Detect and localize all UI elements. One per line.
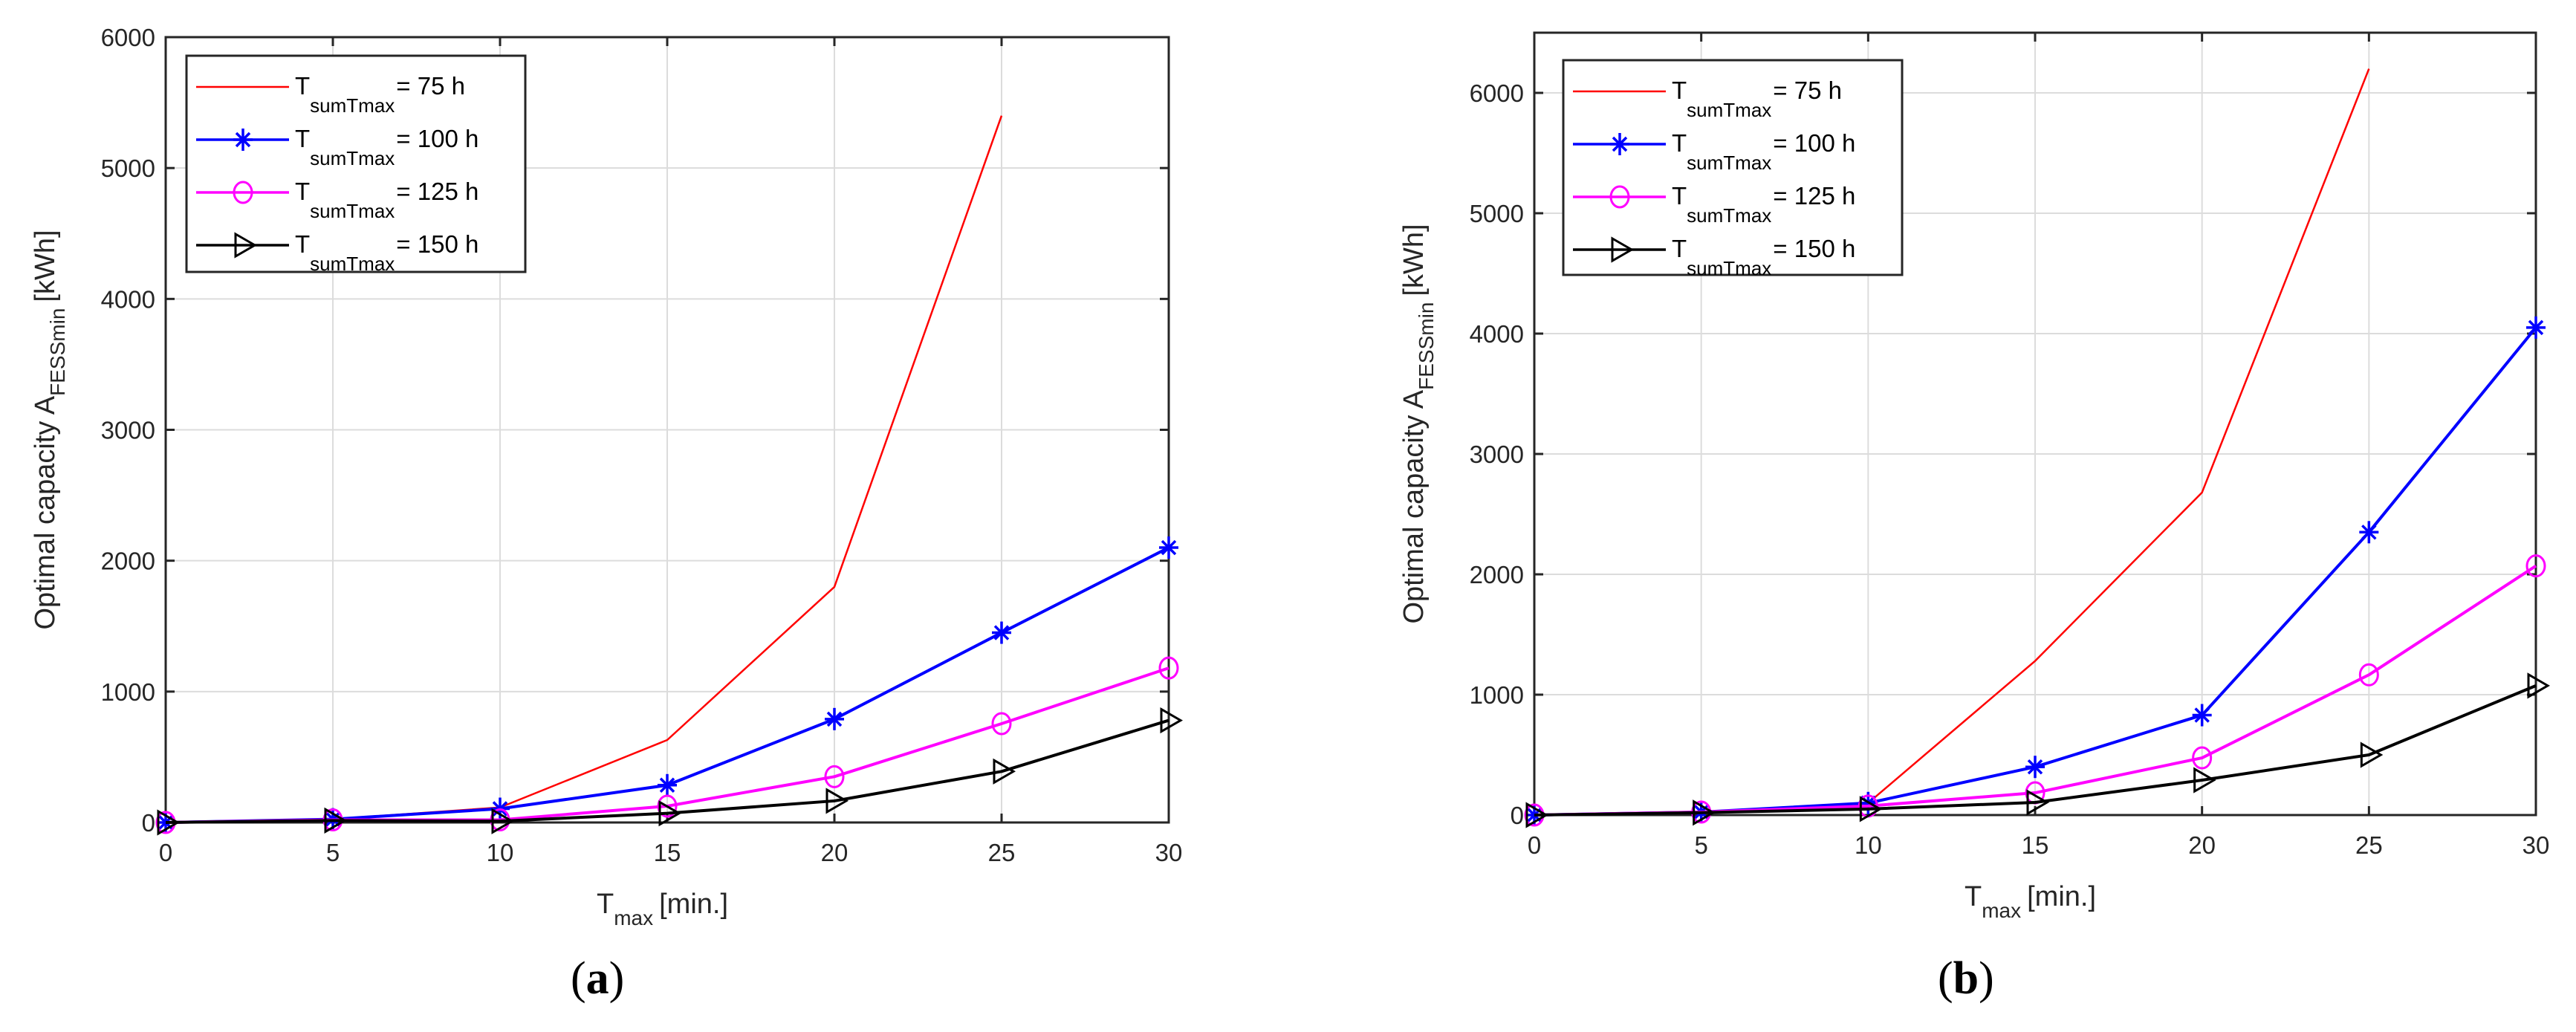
- x-tick-label: 15: [2022, 831, 2049, 859]
- y-tick-label: 1000: [101, 678, 155, 706]
- asterisk-marker: [1159, 536, 1178, 559]
- legend-box: [1562, 59, 1904, 276]
- series-line: [1534, 684, 2537, 817]
- y-tick-label: 6000: [1470, 79, 1524, 107]
- triangle-marker: [157, 809, 181, 836]
- x-tick-label: 20: [821, 839, 849, 866]
- legend-label: TsumTmax= 75 h: [295, 72, 465, 117]
- x-axis-label: Tmax [min.]: [1965, 881, 2096, 922]
- legend-label: TsumTmax= 150 h: [295, 230, 478, 275]
- legend-box: [185, 54, 527, 273]
- circle-marker: [2192, 746, 2213, 770]
- y-tick-label: 2000: [1470, 561, 1524, 588]
- caption-letter-b: b: [1953, 953, 1979, 1004]
- triangle-marker: [825, 788, 849, 814]
- x-tick-label: 0: [159, 839, 172, 866]
- caption-letter-a: a: [585, 953, 609, 1004]
- circle-marker: [991, 712, 1012, 736]
- asterisk-marker: [2359, 521, 2379, 544]
- circle-marker: [1609, 185, 1630, 209]
- caption-a: (a): [571, 953, 625, 1004]
- y-tick-label: 3000: [1470, 441, 1524, 468]
- x-tick-label: 5: [1694, 831, 1707, 859]
- triangle-marker: [1693, 799, 1716, 826]
- y-tick-label: 0: [1511, 802, 1524, 829]
- legend-label: TsumTmax= 100 h: [1672, 129, 1855, 174]
- circle-marker: [2525, 554, 2546, 578]
- asterisk-marker: [2526, 316, 2546, 339]
- legend-item: TsumTmax= 125 h: [196, 178, 478, 222]
- y-tick-label: 4000: [101, 285, 155, 313]
- triangle-marker: [658, 800, 682, 827]
- legend-label: TsumTmax= 125 h: [1672, 182, 1855, 227]
- legend-label: TsumTmax= 125 h: [295, 178, 478, 222]
- triangle-marker: [2527, 672, 2551, 699]
- asterisk-marker: [233, 129, 253, 151]
- series-line: [165, 718, 1169, 824]
- legend-item: TsumTmax= 100 h: [1573, 129, 1855, 174]
- circle-marker: [233, 181, 253, 204]
- series-3: [1525, 672, 2551, 828]
- asterisk-marker: [1610, 133, 1629, 155]
- asterisk-marker: [658, 773, 677, 796]
- y-axis-label: Optimal capacity AFESSmin[kWh]: [30, 230, 69, 629]
- x-tick-label: 10: [1855, 831, 1882, 859]
- y-tick-label: 1000: [1470, 681, 1524, 709]
- legend-item: TsumTmax= 75 h: [1573, 77, 1842, 121]
- y-tick-label: 5000: [101, 155, 155, 182]
- x-tick-label: 25: [2355, 831, 2383, 859]
- x-tick-label: 10: [487, 839, 514, 866]
- circle-marker: [824, 765, 845, 788]
- series-3: [157, 707, 1184, 836]
- legend-item: TsumTmax= 75 h: [196, 72, 465, 117]
- y-tick-label: 6000: [101, 24, 155, 51]
- x-tick-label: 15: [654, 839, 681, 866]
- y-tick-label: 3000: [101, 417, 155, 444]
- chart-panel-a: 0 5 10 15 20 25 30 0 1000 2000 3000 4000 5000 6000 Tma…: [30, 24, 1184, 1004]
- x-tick-label: 20: [2188, 831, 2216, 859]
- x-tick-label: 25: [988, 839, 1016, 866]
- asterisk-marker: [2025, 756, 2045, 779]
- triangle-marker: [1859, 796, 1883, 822]
- triangle-marker: [1611, 236, 1635, 263]
- legend: TsumTmax= 75 h TsumTmax= 100 h TsumTmax= 1…: [185, 54, 527, 275]
- asterisk-marker: [825, 707, 844, 730]
- triangle-marker: [1160, 707, 1184, 734]
- line-chart-b: 0 5 10 15 20 25 30 0 1000 2000 3000 4000 5000 6000 Tma…: [1398, 31, 2551, 922]
- circle-marker: [657, 794, 678, 818]
- asterisk-marker: [2192, 704, 2212, 727]
- triangle-marker: [1525, 802, 1549, 828]
- y-tick-label: 5000: [1470, 200, 1524, 227]
- y-tick-label: 0: [142, 809, 155, 837]
- triangle-marker: [993, 758, 1016, 785]
- legend-item: TsumTmax= 150 h: [1573, 235, 1855, 279]
- x-tick-label: 0: [1528, 831, 1541, 859]
- legend: TsumTmax= 75 h TsumTmax= 100 h TsumTmax= 1…: [1562, 59, 1904, 279]
- legend-label: TsumTmax= 150 h: [1672, 235, 1855, 279]
- circle-marker: [1158, 656, 1179, 680]
- circle-marker: [2358, 663, 2379, 687]
- legend-item: TsumTmax= 100 h: [196, 125, 478, 169]
- caption-b: (b): [1938, 953, 1994, 1004]
- chart-panel-b: 0 5 10 15 20 25 30 0 1000 2000 3000 4000 5000 6000 Tma…: [1288, 0, 2576, 1032]
- y-tick-label: 4000: [1470, 320, 1524, 348]
- y-axis-label: Optimal capacity AFESSmin[kWh]: [1398, 224, 1438, 623]
- legend-item: TsumTmax= 150 h: [196, 230, 478, 275]
- line-chart-a: 0 5 10 15 20 25 30 0 1000 2000 3000 4000 5000 6000 Tma…: [30, 24, 1184, 929]
- legend-label: TsumTmax= 100 h: [295, 125, 478, 169]
- triangle-marker: [2193, 767, 2216, 794]
- legend-label: TsumTmax= 75 h: [1672, 77, 1842, 121]
- legend-item: TsumTmax= 125 h: [1573, 182, 1855, 227]
- triangle-marker: [324, 807, 348, 834]
- y-tick-label: 2000: [101, 548, 155, 575]
- asterisk-marker: [992, 621, 1011, 644]
- triangle-marker: [2026, 789, 2050, 816]
- x-axis-label: Tmax [min.]: [597, 889, 728, 929]
- x-tick-label: 5: [326, 839, 340, 866]
- x-tick-label: 30: [1155, 839, 1183, 866]
- triangle-marker: [234, 232, 258, 259]
- triangle-marker: [491, 808, 515, 834]
- x-tick-label: 30: [2523, 831, 2550, 859]
- triangle-marker: [2360, 741, 2384, 768]
